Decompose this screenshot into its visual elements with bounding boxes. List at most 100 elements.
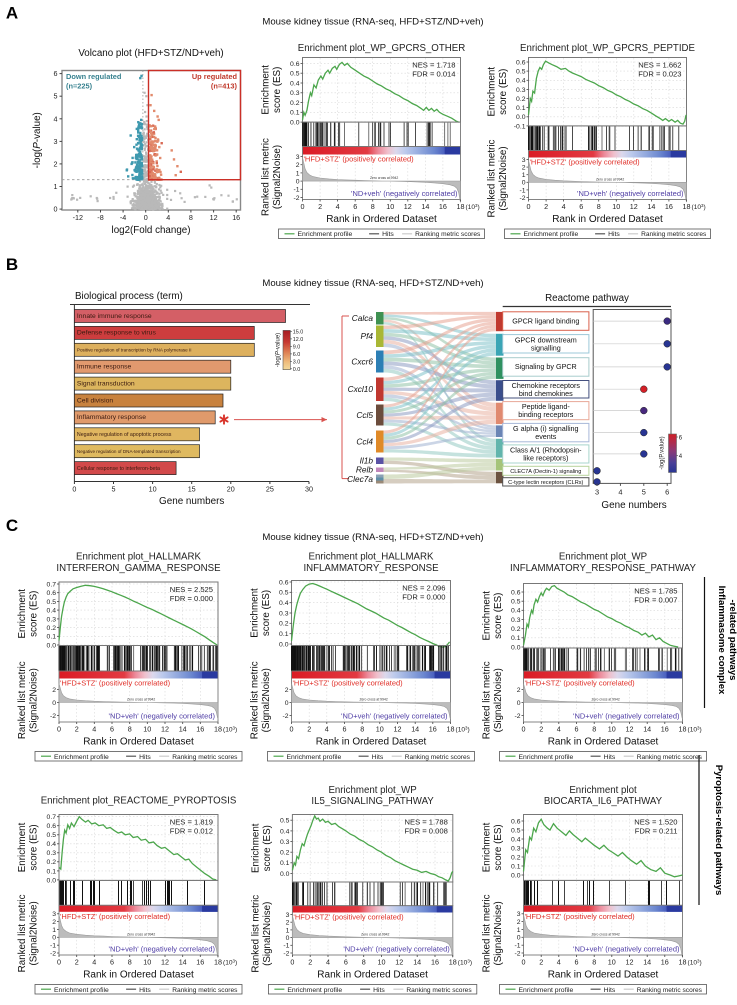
svg-text:4: 4	[325, 725, 329, 734]
svg-text:(Signal2Noise): (Signal2Noise)	[262, 902, 273, 966]
svg-text:6.0: 6.0	[293, 352, 301, 358]
svg-text:0.1: 0.1	[516, 105, 526, 112]
svg-text:0.5: 0.5	[511, 827, 521, 834]
svg-text:score (ES): score (ES)	[261, 590, 272, 636]
svg-text:18: 18	[449, 958, 457, 967]
svg-text:Cxcr6: Cxcr6	[351, 356, 373, 366]
svg-text:-related pathways: -related pathways	[727, 599, 737, 680]
svg-text:score (ES): score (ES)	[498, 69, 509, 115]
svg-text:0.0: 0.0	[47, 877, 57, 884]
svg-text:bind chemokines: bind chemokines	[519, 389, 573, 398]
svg-text:3: 3	[595, 487, 599, 496]
svg-text:Cell division: Cell division	[77, 397, 113, 404]
svg-text:5: 5	[642, 487, 646, 496]
svg-text:FDR = 0.000: FDR = 0.000	[170, 594, 213, 603]
svg-text:10: 10	[386, 202, 394, 211]
svg-text:18: 18	[214, 725, 222, 734]
svg-text:Rank in Ordered Dataset: Rank in Ordered Dataset	[316, 737, 427, 748]
svg-text:0.7: 0.7	[47, 581, 57, 588]
svg-text:15.0: 15.0	[293, 330, 304, 336]
svg-text:5: 5	[54, 92, 58, 101]
svg-text:0.1: 0.1	[47, 634, 57, 641]
svg-text:10: 10	[143, 958, 151, 967]
svg-text:0.2: 0.2	[511, 854, 521, 861]
svg-text:3: 3	[286, 912, 290, 919]
svg-text:Mouse kidney tissue (RNA-seq,: Mouse kidney tissue (RNA-seq, HFD+STZ/ND…	[262, 17, 483, 28]
svg-text:Hits: Hits	[372, 754, 384, 761]
svg-text:score (ES): score (ES)	[29, 591, 40, 637]
svg-text:1: 1	[54, 182, 58, 191]
svg-text:Ranking metric scores: Ranking metric scores	[172, 987, 238, 994]
svg-text:-2: -2	[50, 713, 56, 720]
svg-text:0: 0	[522, 725, 526, 734]
svg-text:Reactome pathway: Reactome pathway	[545, 293, 629, 304]
svg-text:Mouse kidney tissue (RNA-seq,: Mouse kidney tissue (RNA-seq, HFD+STZ/ND…	[262, 532, 483, 543]
svg-text:0.6: 0.6	[47, 823, 57, 830]
svg-text:NES = 1.819: NES = 1.819	[170, 818, 213, 827]
svg-text:2: 2	[517, 687, 521, 694]
svg-text:4: 4	[54, 114, 58, 123]
svg-text:0.6: 0.6	[47, 590, 57, 597]
svg-text:0: 0	[290, 958, 294, 967]
svg-text:10: 10	[378, 958, 386, 967]
svg-text:(Signal2Noise): (Signal2Noise)	[498, 146, 509, 210]
svg-text:Il1b: Il1b	[360, 456, 374, 466]
svg-text:8: 8	[362, 958, 366, 967]
svg-text:Enrichment plot_HALLMARK: Enrichment plot_HALLMARK	[309, 552, 434, 563]
svg-text:(Signal2Noise): (Signal2Noise)	[272, 145, 283, 209]
svg-text:Enrichment plot_REACTOME_PYROP: Enrichment plot_REACTOME_PYROPTOSIS	[41, 796, 237, 807]
svg-text:2: 2	[54, 159, 58, 168]
svg-text:(103): (103)	[458, 959, 472, 967]
svg-text:0: 0	[301, 202, 305, 211]
svg-text:0.4: 0.4	[511, 608, 521, 615]
svg-text:0.7: 0.7	[47, 814, 57, 821]
svg-text:0: 0	[290, 725, 294, 734]
svg-text:NES = 2.525: NES = 2.525	[170, 585, 213, 594]
svg-text:8: 8	[597, 202, 601, 211]
svg-text:FDR = 0.012: FDR = 0.012	[170, 827, 213, 836]
svg-text:'HFD+STZ' (positively correlat: 'HFD+STZ' (positively correlated)	[525, 912, 636, 921]
svg-text:0.1: 0.1	[511, 635, 521, 642]
svg-text:2: 2	[307, 725, 311, 734]
svg-text:0.2: 0.2	[511, 626, 521, 633]
svg-text:'HFD+STZ' (positively correlat: 'HFD+STZ' (positively correlated)	[304, 155, 415, 164]
svg-text:Ranked list metric: Ranked list metric	[481, 661, 492, 739]
svg-text:(103): (103)	[688, 959, 702, 967]
svg-text:4: 4	[92, 725, 96, 734]
svg-text:10: 10	[143, 725, 151, 734]
svg-text:Hits: Hits	[373, 987, 385, 994]
svg-text:Enrichment: Enrichment	[261, 65, 272, 115]
svg-text:4: 4	[562, 202, 566, 211]
svg-text:6: 6	[679, 435, 683, 441]
svg-text:9.0: 9.0	[293, 344, 301, 350]
svg-text:0: 0	[144, 213, 148, 222]
svg-text:6: 6	[344, 958, 348, 967]
svg-text:Enrichment plot_HALLMARK: Enrichment plot_HALLMARK	[76, 552, 201, 563]
svg-text:0: 0	[522, 958, 526, 967]
svg-text:score (ES): score (ES)	[29, 824, 40, 870]
svg-text:binding receptors: binding receptors	[518, 410, 574, 419]
svg-text:0.6: 0.6	[516, 59, 526, 66]
svg-text:Zero cross at 9942: Zero cross at 9942	[127, 698, 155, 702]
svg-text:0.6: 0.6	[290, 61, 300, 68]
svg-text:Ranked list metric: Ranked list metric	[250, 895, 261, 973]
svg-text:2: 2	[296, 162, 300, 169]
svg-text:3: 3	[52, 911, 56, 918]
svg-text:-2: -2	[293, 195, 299, 202]
svg-text:Negative regulation of DNA-tem: Negative regulation of DNA-templated tra…	[77, 449, 181, 454]
svg-text:Ranked list metric: Ranked list metric	[17, 661, 28, 739]
svg-text:0.1: 0.1	[280, 860, 290, 867]
svg-text:14: 14	[421, 202, 429, 211]
svg-text:2: 2	[75, 958, 79, 967]
svg-text:2: 2	[539, 725, 543, 734]
svg-text:Ranked list metric: Ranked list metric	[487, 139, 498, 217]
svg-text:16: 16	[661, 958, 669, 967]
svg-text:0.1: 0.1	[47, 868, 57, 875]
svg-text:0: 0	[72, 485, 76, 494]
svg-text:0.6: 0.6	[511, 818, 521, 825]
svg-text:0.0: 0.0	[511, 644, 521, 651]
svg-text:Zero cross at 9942: Zero cross at 9942	[596, 177, 624, 181]
svg-text:8: 8	[371, 202, 375, 211]
svg-text:0.4: 0.4	[47, 841, 57, 848]
svg-text:0: 0	[517, 700, 521, 707]
